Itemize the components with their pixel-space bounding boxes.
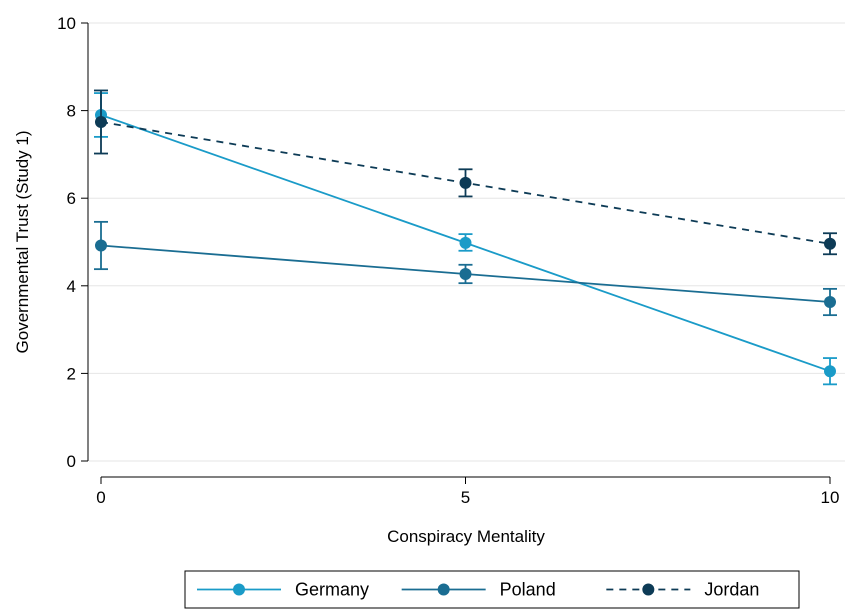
y-tick-label: 10 (57, 14, 76, 33)
data-point (824, 296, 836, 309)
legend: Germany Poland Jordan (184, 570, 800, 609)
legend-marker (437, 583, 450, 596)
legend-marker (642, 583, 655, 596)
series-germany (94, 92, 837, 386)
data-point (824, 365, 836, 378)
x-tick-label: 0 (96, 488, 105, 507)
y-tick-label: 0 (67, 452, 76, 471)
x-axis-label: Conspiracy Mentality (387, 527, 545, 546)
x-tick-label: 5 (461, 488, 470, 507)
axes: 0 2 4 6 8 10 0 5 10 (57, 14, 839, 507)
series-poland (94, 220, 837, 317)
y-axis-label: Governmental Trust (Study 1) (13, 131, 32, 354)
y-tick-label: 6 (67, 189, 76, 208)
legend-marker (233, 583, 245, 596)
legend-label: Poland (500, 580, 556, 600)
y-tick-label: 4 (67, 277, 76, 296)
data-point (95, 115, 107, 128)
x-tick-label: 10 (821, 488, 840, 507)
series-jordan (94, 89, 837, 256)
data-point (459, 176, 472, 189)
legend-label: Germany (295, 580, 369, 600)
legend-label: Jordan (704, 580, 759, 600)
data-point (824, 237, 836, 250)
y-tick-label: 2 (67, 364, 76, 383)
data-point (459, 236, 472, 249)
legend-box (184, 570, 800, 609)
data-point (459, 267, 472, 280)
data-point (95, 239, 107, 252)
grid-lines (89, 22, 845, 462)
series-layer (94, 89, 837, 386)
y-tick-label: 8 (67, 102, 76, 121)
